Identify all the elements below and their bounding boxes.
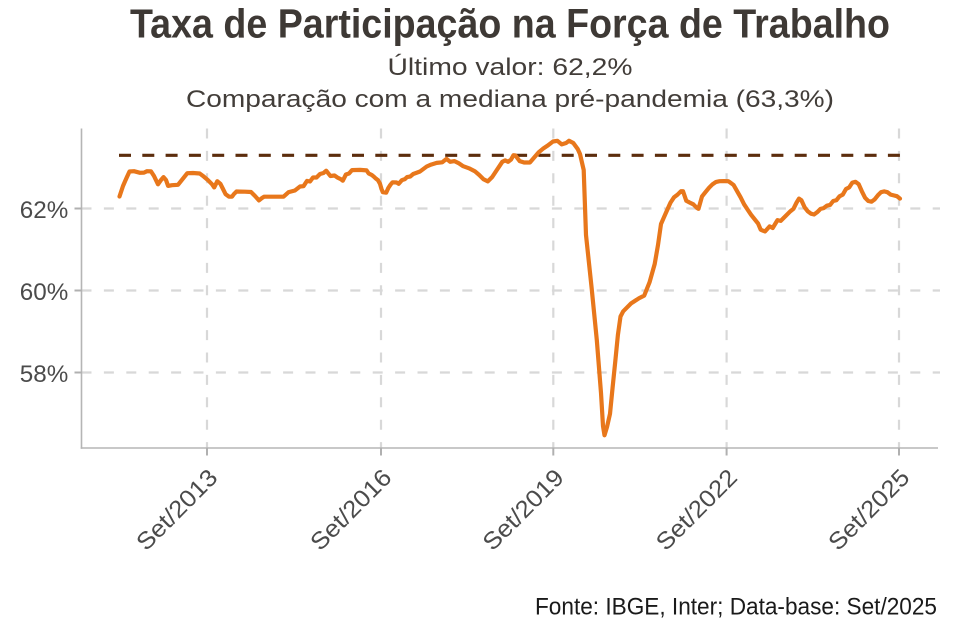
svg-text:Set/2019: Set/2019 — [478, 464, 570, 556]
svg-text:Taxa de Participação na Força: Taxa de Participação na Força de Trabalh… — [130, 0, 890, 46]
svg-text:Comparação com a mediana pré-p: Comparação com a mediana pré-pandemia (6… — [186, 86, 834, 113]
svg-text:60%: 60% — [20, 279, 69, 306]
svg-text:62%: 62% — [20, 197, 69, 224]
svg-text:Set/2016: Set/2016 — [305, 464, 397, 556]
svg-text:58%: 58% — [20, 361, 69, 388]
svg-text:Set/2025: Set/2025 — [823, 464, 915, 556]
svg-text:Fonte: IBGE, Inter; Data-base:: Fonte: IBGE, Inter; Data-base: Set/2025 — [535, 594, 937, 621]
svg-text:Último valor: 62,2%: Último valor: 62,2% — [388, 54, 633, 81]
svg-text:Set/2013: Set/2013 — [131, 464, 223, 556]
svg-text:Set/2022: Set/2022 — [651, 464, 743, 556]
